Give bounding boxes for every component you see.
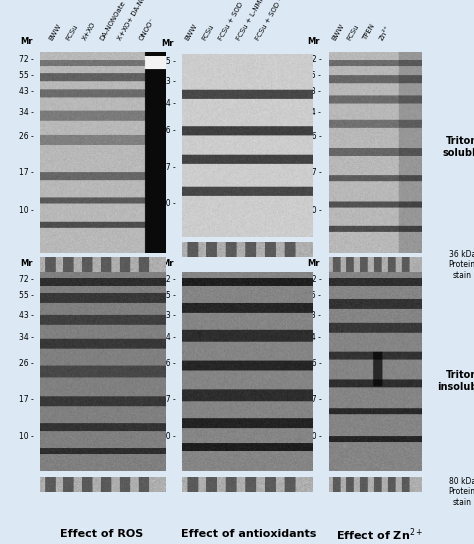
Text: FCSu + SOD + L-NMMA: FCSu + SOD + L-NMMA [255,0,301,42]
Text: 43 -: 43 - [19,88,34,96]
Text: 72 -: 72 - [161,275,175,285]
Text: 26 -: 26 - [307,359,321,368]
Text: 43 -: 43 - [19,311,34,320]
Text: 17 -: 17 - [161,394,175,404]
Text: FCSu + L-NMMA: FCSu + L-NMMA [236,0,269,42]
Text: Mr: Mr [20,36,32,46]
Text: FCSu: FCSu [346,23,361,42]
Text: Mr: Mr [308,258,320,268]
Text: Triton
soluble: Triton soluble [442,136,474,158]
Text: 34 -: 34 - [307,333,321,342]
Text: 55 -: 55 - [19,292,34,300]
Text: Zn²⁺: Zn²⁺ [379,25,392,42]
Text: 43 -: 43 - [307,311,321,320]
Text: X+XO+ DA-NONOate: X+XO+ DA-NONOate [117,0,159,42]
Text: 34 -: 34 - [161,99,175,108]
Text: Mr: Mr [20,258,32,268]
Text: 55 -: 55 - [19,71,34,81]
Text: 10 -: 10 - [19,432,34,441]
Text: 55 -: 55 - [307,292,321,300]
Text: 34 -: 34 - [161,333,175,342]
Text: BWW: BWW [48,23,63,42]
Text: ONOO⁻: ONOO⁻ [138,17,156,42]
Text: FCSu: FCSu [201,23,215,42]
Text: 34 -: 34 - [19,333,34,342]
Text: 17 -: 17 - [161,163,175,172]
Text: 55 -: 55 - [307,71,321,81]
Text: TPEN: TPEN [362,23,376,42]
Text: Effect of ROS: Effect of ROS [60,529,144,539]
Text: FCSu: FCSu [65,23,79,42]
Text: 26 -: 26 - [19,359,34,368]
Text: 72 -: 72 - [19,275,34,285]
Text: Effect of Zn$^{2+}$: Effect of Zn$^{2+}$ [336,526,423,542]
Text: BWW: BWW [184,23,199,42]
Text: 26 -: 26 - [161,126,175,135]
Text: 55 -: 55 - [161,292,175,300]
Text: 17 -: 17 - [307,168,321,177]
Text: Triton
insoluble: Triton insoluble [437,370,474,392]
Text: 36 kDa
Protein
stain: 36 kDa Protein stain [448,250,474,280]
Text: 43 -: 43 - [307,88,321,96]
Text: 26 -: 26 - [161,359,175,368]
Text: 10 -: 10 - [307,432,321,441]
Text: DA-NONOate: DA-NONOate [99,0,127,42]
Text: Mr: Mr [161,258,173,268]
Text: 10 -: 10 - [307,206,321,215]
Text: 80 kDa
Protein
stain: 80 kDa Protein stain [448,477,474,506]
Text: 17 -: 17 - [19,394,34,404]
Text: 10 -: 10 - [161,432,175,441]
Text: 34 -: 34 - [19,108,34,116]
Text: BWW: BWW [331,23,346,42]
Text: 10 -: 10 - [161,199,175,208]
Text: 17 -: 17 - [307,394,321,404]
Text: 43 -: 43 - [161,311,175,320]
Text: 34 -: 34 - [307,108,321,116]
Text: X+XO: X+XO [82,21,97,42]
Text: Mr: Mr [308,36,320,46]
Text: 26 -: 26 - [307,132,321,141]
Text: 10 -: 10 - [19,206,34,215]
Text: 72 -: 72 - [307,275,321,285]
Text: 72 -: 72 - [19,55,34,64]
Text: 43 -: 43 - [161,77,175,86]
Text: 55 -: 55 - [161,57,175,66]
Text: 26 -: 26 - [19,132,34,141]
Text: Mr: Mr [161,39,173,48]
Text: 72 -: 72 - [307,55,321,64]
Text: FCSu + SOD: FCSu + SOD [218,2,244,42]
Text: 17 -: 17 - [19,168,34,177]
Text: Effect of antioxidants: Effect of antioxidants [181,529,317,539]
